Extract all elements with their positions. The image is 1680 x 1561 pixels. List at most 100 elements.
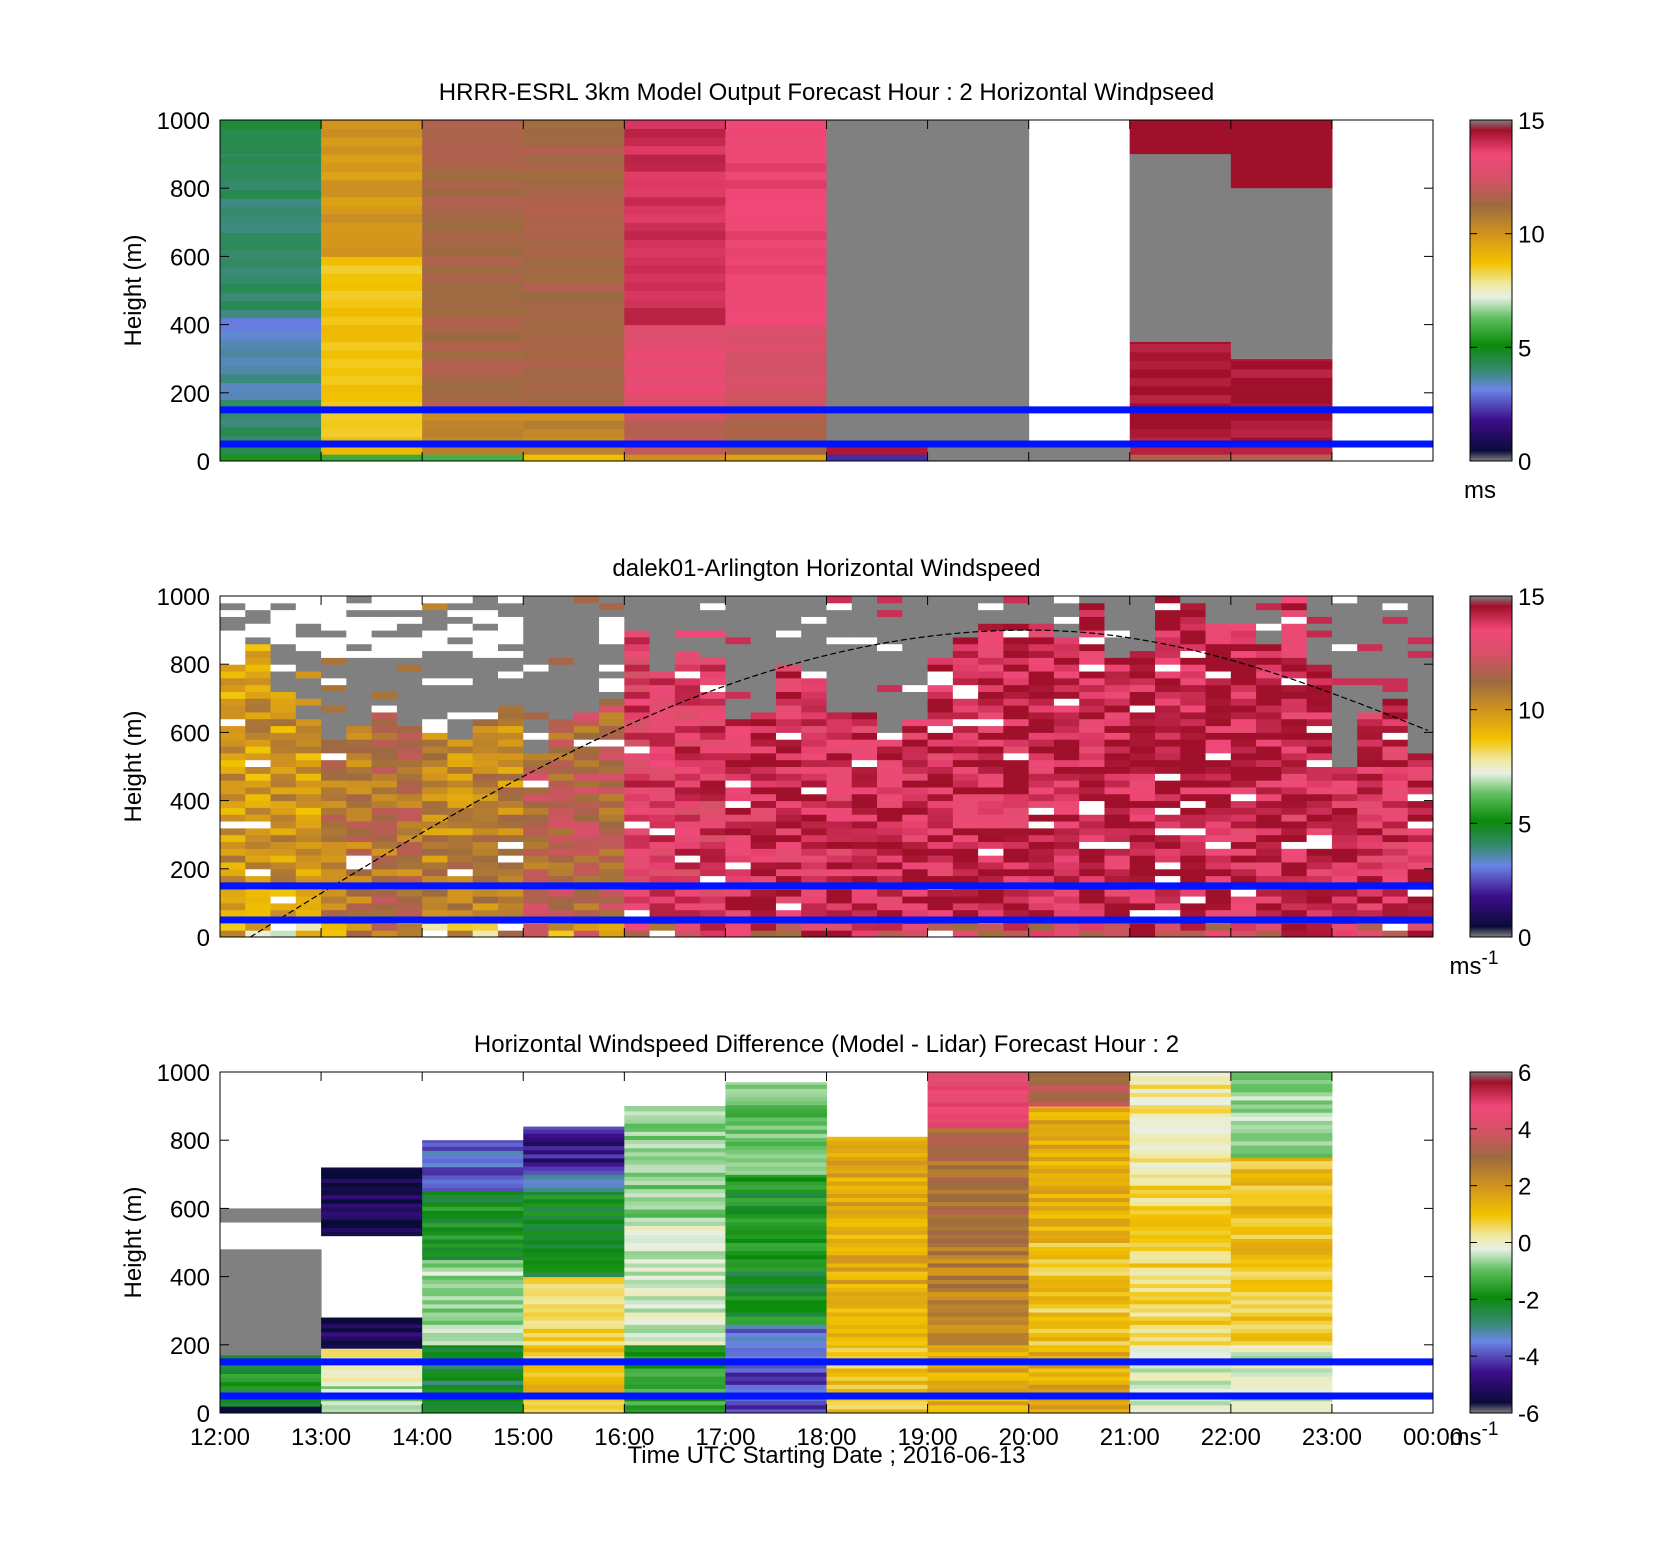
heatmap-cell bbox=[877, 814, 903, 822]
heatmap-cell bbox=[599, 650, 625, 658]
heatmap-cell bbox=[1129, 841, 1156, 849]
heatmap-cell bbox=[624, 821, 651, 829]
heatmap-cell bbox=[1028, 1271, 1131, 1276]
heatmap-cell bbox=[220, 773, 246, 781]
heatmap-cell bbox=[321, 677, 347, 686]
heatmap-cell bbox=[902, 902, 929, 911]
heatmap-cell bbox=[1079, 766, 1105, 774]
heatmap-cell bbox=[750, 691, 777, 699]
heatmap-cell bbox=[927, 671, 954, 679]
heatmap-cell bbox=[346, 855, 373, 863]
heatmap-cell bbox=[624, 1328, 726, 1334]
heatmap-cell bbox=[927, 868, 954, 877]
heatmap-cell bbox=[1028, 1213, 1131, 1219]
heatmap-cell bbox=[523, 1247, 625, 1253]
heatmap-cell bbox=[371, 657, 398, 665]
heatmap-cell bbox=[497, 814, 524, 822]
heatmap-cell bbox=[523, 725, 550, 733]
heatmap-cell bbox=[1357, 909, 1383, 918]
heatmap-cell bbox=[1306, 691, 1333, 699]
heatmap-cell bbox=[978, 875, 1004, 883]
heatmap-cell bbox=[371, 821, 398, 829]
heatmap-cell bbox=[750, 725, 777, 733]
heatmap-cell bbox=[952, 657, 979, 665]
heatmap-cell bbox=[1256, 739, 1282, 747]
heatmap-cell bbox=[321, 281, 423, 291]
heatmap-cell bbox=[523, 1367, 625, 1373]
heatmap-cell bbox=[649, 861, 676, 870]
heatmap-cell bbox=[523, 420, 625, 430]
heatmap-cell bbox=[826, 1217, 929, 1223]
heatmap-cell bbox=[270, 711, 297, 720]
heatmap-cell bbox=[1155, 875, 1181, 883]
heatmap-cell bbox=[1230, 834, 1257, 843]
heatmap-cell bbox=[1129, 807, 1156, 815]
heatmap-cell bbox=[1129, 1355, 1232, 1361]
heatmap-cell bbox=[1306, 807, 1333, 815]
heatmap-cell bbox=[270, 855, 297, 863]
heatmap-cell bbox=[927, 786, 954, 795]
heatmap-cell bbox=[573, 630, 600, 638]
heatmap-cell bbox=[725, 420, 827, 430]
heatmap-cell bbox=[1407, 773, 1434, 781]
heatmap-cell bbox=[245, 902, 272, 911]
heatmap-cell bbox=[422, 1404, 524, 1410]
heatmap-cell bbox=[220, 1277, 322, 1282]
heatmap-cell bbox=[978, 596, 1004, 604]
heatmap-cell bbox=[826, 1404, 929, 1410]
heatmap-cell bbox=[523, 1324, 625, 1329]
heatmap-cell bbox=[497, 861, 524, 870]
heatmap-cell bbox=[1180, 909, 1207, 918]
heatmap-cell bbox=[573, 896, 600, 904]
heatmap-cell bbox=[1205, 889, 1232, 897]
heatmap-cell bbox=[927, 596, 954, 604]
heatmap-cell bbox=[523, 1219, 625, 1224]
heatmap-cell bbox=[1129, 684, 1156, 692]
heatmap-cell bbox=[725, 213, 827, 223]
heatmap-cell bbox=[1331, 657, 1358, 665]
heatmap-cell bbox=[952, 725, 979, 733]
heatmap-cell bbox=[674, 739, 701, 747]
heatmap-cell bbox=[826, 902, 853, 911]
heatmap-cell bbox=[725, 1096, 827, 1102]
heatmap-cell bbox=[548, 691, 575, 699]
heatmap-cell bbox=[927, 732, 954, 740]
heatmap-cell bbox=[725, 630, 752, 638]
heatmap-cell bbox=[220, 657, 246, 665]
heatmap-cell bbox=[1003, 630, 1030, 638]
heatmap-cell bbox=[396, 793, 423, 802]
heatmap-cell bbox=[1382, 705, 1409, 713]
heatmap-cell bbox=[1053, 868, 1080, 877]
heatmap-cell bbox=[422, 1267, 524, 1272]
heatmap-cell bbox=[523, 1157, 625, 1163]
heatmap-cell bbox=[902, 630, 929, 638]
heatmap-cell bbox=[371, 636, 398, 645]
heatmap-cell bbox=[624, 684, 651, 692]
heatmap-cell bbox=[624, 677, 651, 686]
heatmap-cell bbox=[927, 1340, 1030, 1346]
heatmap-cell bbox=[1028, 1347, 1131, 1353]
heatmap-cell bbox=[649, 930, 676, 938]
heatmap-cell bbox=[1104, 800, 1131, 808]
heatmap-cell bbox=[1104, 739, 1131, 747]
heatmap-cell bbox=[826, 1299, 929, 1305]
heatmap-cell bbox=[1129, 1108, 1232, 1114]
heatmap-cell bbox=[1028, 609, 1055, 617]
heatmap-cell bbox=[270, 684, 297, 692]
heatmap-cell bbox=[523, 1194, 625, 1200]
heatmap-cell bbox=[371, 780, 398, 788]
heatmap-cell bbox=[573, 841, 600, 849]
heatmap-cell bbox=[750, 664, 777, 672]
heatmap-cell bbox=[472, 718, 499, 727]
heatmap-cell bbox=[245, 868, 272, 877]
heatmap-cell bbox=[1028, 1283, 1131, 1289]
heatmap-cell bbox=[1230, 1316, 1333, 1321]
heatmap-cell bbox=[1180, 773, 1207, 781]
heatmap-cell bbox=[321, 896, 347, 904]
heatmap-cell bbox=[624, 1384, 726, 1389]
heatmap-cell bbox=[725, 307, 827, 317]
x-tick-label: 17:00 bbox=[695, 1424, 755, 1451]
heatmap-cell bbox=[1028, 1380, 1131, 1385]
heatmap-cell bbox=[927, 1303, 1030, 1309]
